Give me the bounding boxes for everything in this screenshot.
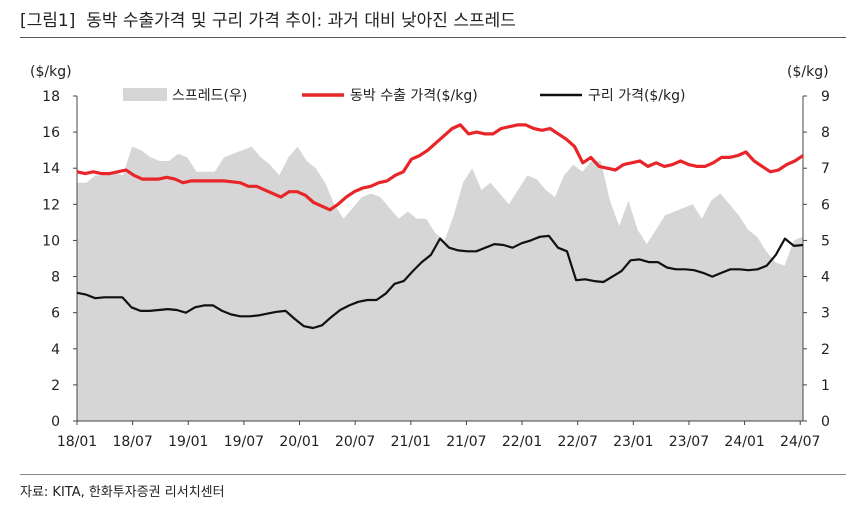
left-tick-label: 14 (42, 161, 60, 177)
title-divider (20, 37, 846, 38)
legend-label-copper-foil: 동박 수출 가격($/kg) (350, 88, 478, 104)
x-tick-label: 22/07 (558, 434, 598, 450)
legend: 스프레드(우) 동박 수출 가격($/kg) 구리 가격($/kg) (123, 88, 686, 104)
copper-foil-price-line (76, 123, 804, 212)
left-tick-label: 6 (51, 306, 60, 322)
figure-title: [그림1] 동박 수출가격 및 구리 가격 추이: 과거 대비 낮아진 스프레드 (20, 6, 516, 31)
right-tick-label: 8 (821, 125, 830, 141)
right-tick-label: 0 (821, 414, 830, 430)
right-tick-label: 6 (821, 197, 830, 213)
axis-layer (73, 95, 807, 425)
x-tick-label: 18/07 (112, 434, 152, 450)
right-axis-unit: ($/kg) (787, 64, 829, 80)
left-axis-unit: ($/kg) (30, 64, 72, 80)
legend-label-copper: 구리 가격($/kg) (588, 88, 686, 104)
x-tick-label: 23/01 (613, 434, 653, 450)
spread-area-layer (77, 146, 803, 421)
figure-title-text: 동박 수출가격 및 구리 가격 추이: 과거 대비 낮아진 스프레드 (86, 11, 516, 31)
source-note: 자료: KITA, 한화투자증권 리서치센터 (20, 485, 225, 500)
left-tick-label: 16 (42, 125, 60, 141)
left-tick-label: 18 (42, 89, 60, 105)
x-tick-label: 21/01 (391, 434, 431, 450)
spread-area (77, 146, 803, 421)
line-layer (76, 123, 804, 330)
legend-swatch-spread (123, 88, 167, 101)
right-tick-label: 9 (821, 89, 830, 105)
left-tick-label: 4 (51, 342, 60, 358)
right-tick-label: 1 (821, 378, 830, 394)
x-tick-label: 23/07 (669, 434, 709, 450)
source-divider (20, 474, 846, 475)
x-tick-label: 22/01 (502, 434, 542, 450)
right-tick-label: 2 (821, 342, 830, 358)
right-tick-label: 3 (821, 306, 830, 322)
left-tick-label: 10 (42, 233, 60, 249)
figure-label: [그림1] (20, 11, 76, 31)
right-tick-label: 7 (821, 161, 830, 177)
x-tick-label: 19/07 (224, 434, 264, 450)
x-tick-label: 20/01 (279, 434, 319, 450)
left-tick-label: 2 (51, 378, 60, 394)
x-tick-label: 19/01 (168, 434, 208, 450)
left-tick-label: 8 (51, 270, 60, 286)
left-tick-label: 0 (51, 414, 60, 430)
right-tick-label: 5 (821, 233, 830, 249)
right-tick-label: 4 (821, 270, 830, 286)
x-tick-label: 24/07 (780, 434, 820, 450)
x-tick-label: 20/07 (335, 434, 375, 450)
x-tick-label: 18/01 (57, 434, 97, 450)
left-tick-label: 12 (42, 197, 60, 213)
x-tick-label: 21/07 (446, 434, 486, 450)
x-tick-label: 24/01 (724, 434, 764, 450)
legend-label-spread: 스프레드(우) (172, 88, 247, 104)
copper-price-line (76, 234, 804, 330)
